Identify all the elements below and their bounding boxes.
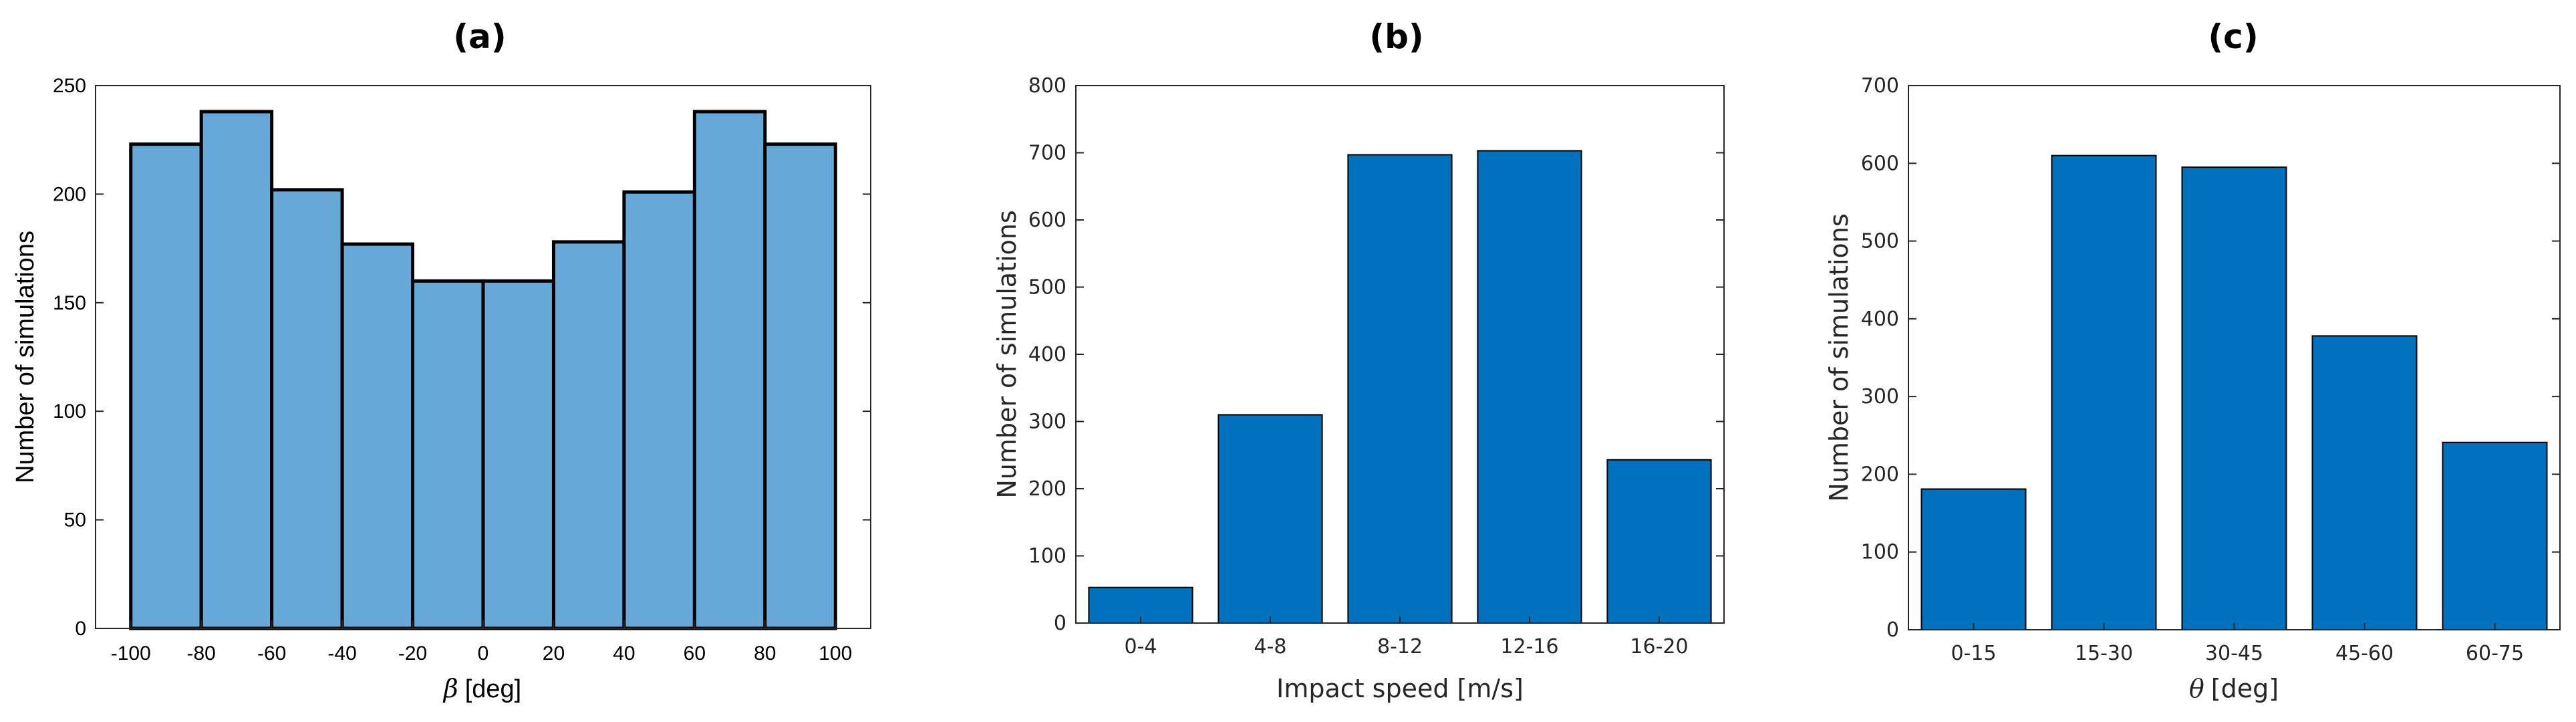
panel-a-ytick-label: 250 <box>53 75 86 97</box>
panel-c-ytick-label: 300 <box>1861 385 1899 408</box>
panel-a-y-ticks: 0 50 100 150 200 250 <box>53 75 871 640</box>
panel-c-xtick-label: 0-15 <box>1951 642 1996 665</box>
panel-c-xtick-label: 60-75 <box>2466 642 2524 665</box>
panel-c-bar-0 <box>1920 488 2027 630</box>
panel-a-ytick-label: 50 <box>64 509 86 531</box>
panel-c-bar-1 <box>2051 154 2157 630</box>
panel-a-xlabel: β [deg] <box>442 674 522 703</box>
panel-a-bars <box>129 110 837 630</box>
panel-c-ylabel: Number of simulations <box>1824 213 1854 501</box>
panel-a-bar-4 <box>411 279 485 630</box>
panel-a-xtick-label: 20 <box>543 642 565 665</box>
panel-c-xlabel-symbol: θ <box>2189 674 2204 703</box>
panel-a-bar-0 <box>129 142 203 630</box>
panel-c-xlabel-unit: [deg] <box>2211 674 2279 703</box>
panel-c-ytick-label: 100 <box>1861 541 1899 564</box>
panel-c-y-ticks: 0 100 200 300 400 500 600 700 <box>1861 74 2560 642</box>
panel-a-x-ticks: -100 -80 -60 -40 -20 0 20 40 60 80 100 <box>111 620 852 665</box>
panel-b-ytick-label: 0 <box>1054 612 1066 635</box>
panel-c-ytick-label: 500 <box>1861 230 1899 253</box>
panel-b-bar-4 <box>1606 459 1712 624</box>
panel-c-bar-2 <box>2181 166 2287 631</box>
panel-b-xtick-label: 8-12 <box>1377 635 1423 658</box>
panel-b-ytick-label: 800 <box>1028 74 1066 98</box>
panel-a-xtick-label: -20 <box>398 642 427 665</box>
panel-b-ytick-label: 700 <box>1028 142 1066 165</box>
panel-c-ytick-label: 0 <box>1886 618 1899 642</box>
panel-c-xlabel: θ [deg] <box>2189 674 2279 703</box>
panel-c: (c) 0 100 200 300 400 500 600 700 0-15 15-30 30-4… <box>1824 17 2561 703</box>
panel-c-ytick-label: 200 <box>1861 463 1899 486</box>
panel-b-bar-2 <box>1347 154 1453 624</box>
panel-a-xtick-label: 40 <box>613 642 635 665</box>
panel-c-ytick-label: 600 <box>1861 152 1899 175</box>
panel-b-ytick-label: 400 <box>1028 343 1066 366</box>
panel-b-bars <box>1088 150 1712 624</box>
panel-b-y-ticks: 0 100 200 300 400 500 600 700 800 <box>1028 74 1724 635</box>
panel-a-bar-2 <box>270 188 344 630</box>
panel-a-ytick-label: 150 <box>53 292 86 314</box>
panel-b-bar-1 <box>1218 414 1323 624</box>
panel-a-xlabel-unit: [deg] <box>465 675 522 703</box>
panel-a-bar-3 <box>340 242 415 630</box>
panel-a-bar-7 <box>622 190 696 630</box>
panel-a-xtick-label: -100 <box>111 642 151 665</box>
panel-a-bar-1 <box>199 110 274 630</box>
panel-a-xtick-label: 100 <box>819 642 852 665</box>
panel-a-xtick-label: 0 <box>478 642 489 665</box>
panel-a-xtick-label: -60 <box>257 642 286 665</box>
panel-b-ylabel: Number of simulations <box>992 210 1022 498</box>
panel-a-xtick-label: -40 <box>327 642 356 665</box>
panel-b-x-ticks: 0-4 4-8 8-12 12-16 16-20 <box>1125 616 1689 658</box>
panel-c-title: (c) <box>2208 17 2258 56</box>
panel-b-xtick-label: 4-8 <box>1254 635 1287 658</box>
panel-c-bar-4 <box>2442 441 2548 630</box>
panel-b-bar-3 <box>1477 150 1582 624</box>
panel-a-ytick-label: 100 <box>53 400 86 423</box>
panel-a-ytick-label: 200 <box>53 183 86 205</box>
panel-b-ytick-label: 300 <box>1028 410 1066 434</box>
panel-b-ytick-label: 500 <box>1028 276 1066 299</box>
panel-a-xtick-label: 80 <box>754 642 776 665</box>
panel-a-ytick-label: 0 <box>75 618 86 640</box>
panel-c-xtick-label: 15-30 <box>2075 642 2133 665</box>
panel-c-x-ticks: 0-15 15-30 30-45 45-60 60-75 <box>1951 623 2524 665</box>
panel-a-bar-8 <box>692 110 767 630</box>
panel-b-ytick-label: 200 <box>1028 477 1066 501</box>
panel-a-xtick-label: -80 <box>187 642 216 665</box>
panel-b-ytick-label: 600 <box>1028 209 1066 232</box>
panel-b-title: (b) <box>1369 17 1424 56</box>
panel-a-xtick-label: 60 <box>684 642 706 665</box>
panel-b-xtick-label: 0-4 <box>1125 635 1157 658</box>
panel-a-bar-5 <box>481 279 555 630</box>
panel-b-xlabel: Impact speed [m/s] <box>1276 674 1524 703</box>
panel-a: (a) 0 50 100 150 200 250 -100 -80 -60 -40 -20 0 20 4… <box>11 17 871 703</box>
panel-b-xtick-label: 12-16 <box>1500 635 1558 658</box>
panel-c-xtick-label: 45-60 <box>2335 642 2394 665</box>
panel-a-bar-9 <box>763 142 837 630</box>
panel-a-xlabel-symbol: β <box>442 674 458 703</box>
panel-b-xtick-label: 16-20 <box>1630 635 1688 658</box>
panel-c-bar-3 <box>2311 335 2418 630</box>
panel-a-title: (a) <box>453 17 506 56</box>
panel-c-ytick-label: 700 <box>1861 74 1899 98</box>
panel-c-ytick-label: 400 <box>1861 308 1899 331</box>
panel-a-ylabel: Number of simulations <box>11 231 39 483</box>
panel-b-ytick-label: 100 <box>1028 545 1066 568</box>
panel-b: (b) 0 100 200 300 400 500 600 700 800 0-4 4-8 8-12… <box>992 17 1725 703</box>
panel-a-bar-6 <box>551 240 626 630</box>
panel-c-xtick-label: 30-45 <box>2205 642 2263 665</box>
